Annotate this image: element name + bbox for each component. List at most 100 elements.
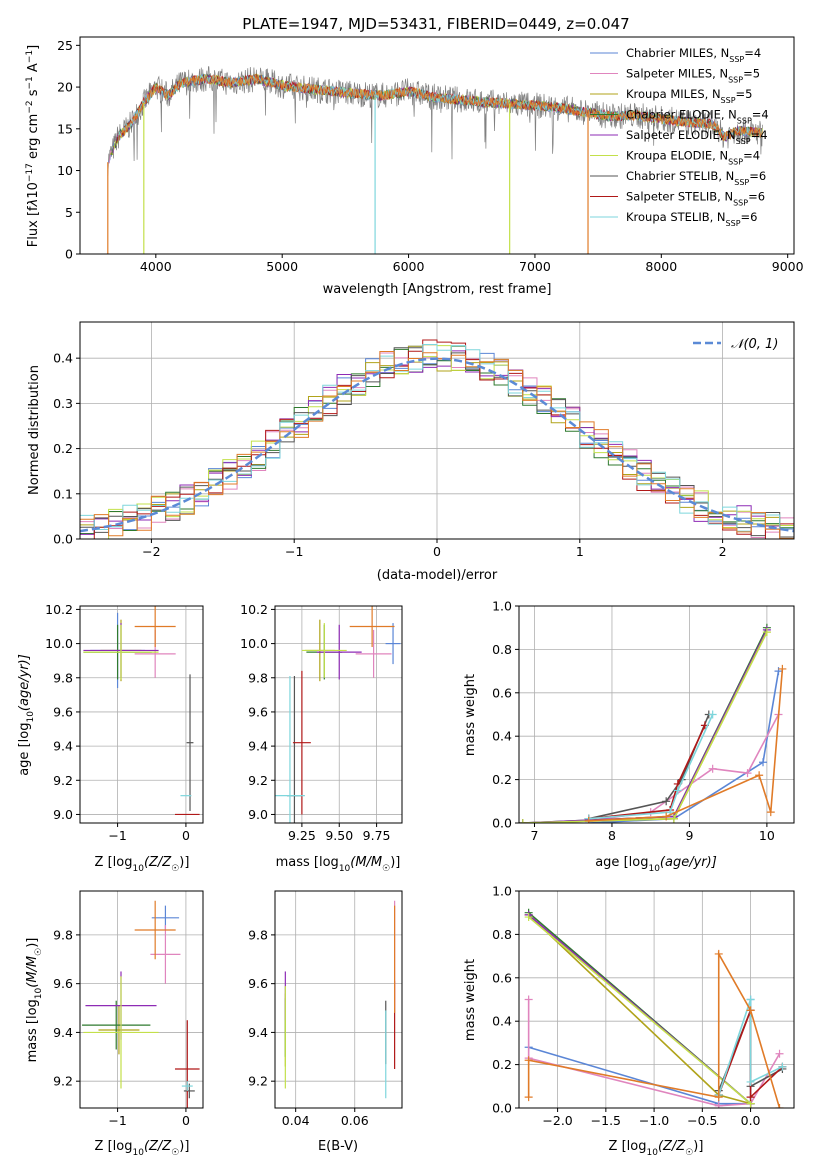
x-axis-label-part: (age/yr)]: [660, 855, 717, 870]
y-axis-label-part: mass [log: [25, 999, 40, 1062]
x-axis-label-part: 10: [339, 864, 351, 874]
x-axis-label: (data-model)/error: [377, 568, 498, 583]
x-axis-label: wavelength [Angstrom, rest frame]: [323, 282, 552, 297]
series-marker: [714, 1101, 723, 1108]
y-axis-label-part: 10: [26, 182, 41, 199]
legend-label-part: SSP: [734, 178, 749, 187]
y-axis-label-part: −2: [25, 100, 35, 113]
y-tick-label: 0.0: [492, 816, 512, 831]
y-tick-label: 9.4: [53, 739, 73, 754]
x-axis-label-part: Z [log: [95, 855, 133, 870]
y-tick-label: 9.4: [248, 739, 268, 754]
y-tick-label: 1.0: [492, 599, 512, 614]
y-tick-label: 9.2: [53, 773, 73, 788]
series-marker: [708, 764, 717, 773]
y-axis-label-part: (M/M: [25, 956, 40, 988]
x-tick-label: 2: [719, 544, 727, 559]
legend-label-part: SSP: [736, 137, 751, 146]
y-axis-label: mass weight: [463, 959, 478, 1041]
y-tick-label: 0.4: [53, 351, 73, 366]
y-tick-label: 0.1: [53, 486, 73, 501]
x-tick-label: −1.5: [591, 1113, 621, 1128]
legend-label-part: Kroupa MILES, N: [626, 87, 721, 101]
series-marker: [746, 1077, 755, 1086]
panel-weight_vs_Z: −2.0 −1.5 −1.0 −0.5 0.0 0.0 0.2 0.4 0.6 0.8 1.0 Z […: [463, 884, 795, 1158]
y-tick-label: 0.3: [53, 396, 73, 411]
x-axis-label-part: age [log: [595, 855, 648, 870]
axes-frame: [79, 890, 204, 1109]
x-axis-label-part: )]: [179, 1139, 189, 1154]
x-tick-label: 1: [576, 544, 584, 559]
y-axis-label-part: ]: [26, 45, 41, 50]
y-axis-label-part: −1: [25, 50, 35, 63]
y-axis-label-part: ☉: [34, 948, 44, 956]
y-tick-label: 9.8: [53, 927, 73, 942]
y-tick-label: 10: [57, 163, 73, 178]
y-axis-label: mass [log10(M/M☉)]: [25, 938, 44, 1063]
legend-label-part: Chabrier MILES, N: [626, 46, 729, 60]
legend-label-part: SSP: [728, 75, 743, 84]
legend-label-part: =4: [752, 108, 769, 122]
y-tick-label: 9.8: [248, 670, 268, 685]
y-axis-label-part: s: [26, 89, 41, 100]
y-axis-label: Normed distribution: [27, 365, 42, 495]
axes-frame: [79, 605, 204, 824]
x-tick-label: 0.06: [341, 1113, 369, 1128]
x-tick-label: −1: [108, 1113, 126, 1128]
y-axis-label-part: −1: [25, 76, 35, 89]
y-axis-label-part: age [log: [17, 723, 32, 776]
legend-label: Chabrier STELIB, NSSP=6: [626, 169, 766, 187]
x-axis-label: age [log10(age/yr)]: [595, 855, 717, 874]
x-tick-label: −2: [142, 544, 160, 559]
series-marker: [584, 816, 593, 823]
x-tick-label: 9.75: [363, 828, 391, 843]
plot-area: [80, 339, 794, 539]
legend-label-part: SSP: [726, 219, 741, 228]
y-tick-label: 9.6: [248, 976, 268, 991]
panel-mass_vs_Z: −1 09.29.49.69.8Z [log10(Z/Z☉)]mass [log1…: [25, 890, 204, 1158]
legend-label-part: Salpeter ELODIE, N: [626, 128, 736, 142]
x-axis-label: mass [log10(M/M☉)]: [276, 855, 401, 874]
series-marker: [519, 819, 527, 823]
legend-label: Salpeter MILES, NSSP=5: [626, 67, 760, 85]
y-axis-label-part: 10: [26, 711, 36, 723]
histogram-step-chabrier-stelib: [80, 347, 794, 538]
series-marker: [755, 771, 764, 780]
series-marker: [524, 1093, 533, 1102]
series-marker: [746, 1006, 755, 1015]
x-tick-label: 0: [433, 544, 441, 559]
x-axis-label-part: 10: [648, 864, 660, 874]
legend-label-part: =4: [743, 149, 760, 163]
y-tick-label: 9.6: [248, 704, 268, 719]
legend-label-part: SSP: [737, 116, 752, 125]
x-axis-label-part: 10: [132, 864, 144, 874]
y-axis-label-part: λ: [26, 199, 41, 208]
x-tick-label: 9.25: [288, 828, 316, 843]
histogram-step-orange: [80, 351, 794, 539]
legend-label-part: SSP: [721, 96, 736, 105]
x-tick-label: 5000: [266, 259, 298, 274]
series-marker: [743, 769, 752, 778]
y-tick-label: 9.2: [53, 1074, 73, 1089]
panel-age_vs_mass: 9.25 9.50 9.75 9.0 9.2 9.4 9.6 9.8 10.0 10.2 mass …: [240, 602, 403, 874]
series-marker: [766, 808, 775, 817]
y-tick-label: 0.6: [492, 685, 512, 700]
y-tick-label: 10.2: [45, 602, 73, 617]
y-tick-label: 0.4: [492, 1014, 512, 1029]
y-tick-label: 25: [57, 38, 73, 53]
x-axis-label-part: ☉: [382, 864, 390, 874]
x-axis-label-part: (Z/Z: [658, 1139, 686, 1154]
x-tick-label: 9.50: [325, 828, 353, 843]
series-marker: [662, 812, 671, 821]
axes-frame: [274, 605, 403, 824]
legend-label-part: Salpeter MILES, N: [626, 67, 728, 81]
panel-age_vs_Z: −1 09.09.29.49.69.810.010.2Z [log10(Z/Z☉)…: [17, 602, 204, 874]
x-tick-label: 8000: [645, 259, 677, 274]
series-marker: [524, 1056, 533, 1065]
model-spectrum-line: [118, 74, 763, 141]
y-tick-label: 0.8: [492, 642, 512, 657]
x-axis-label-part: )]: [390, 855, 400, 870]
legend-label-part: SSP: [733, 198, 748, 207]
